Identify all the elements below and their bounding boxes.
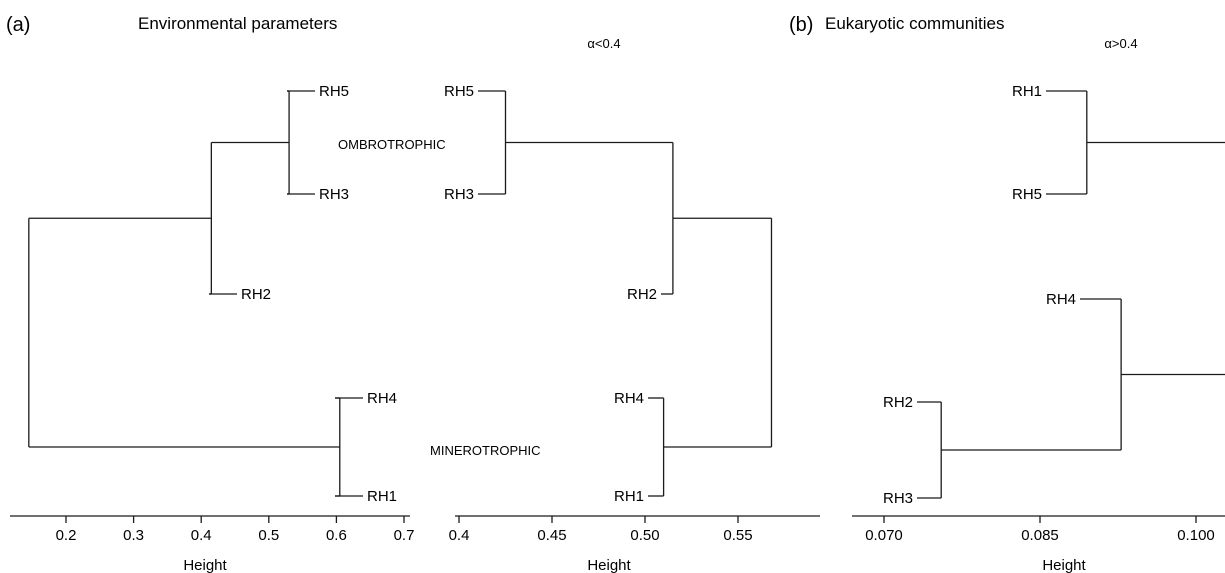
dendrogram-environmental: (a) Environmental parameters 0.2 0.3 0.4 0.5 0…	[6, 14, 414, 573]
x-axis-label: Height	[183, 557, 227, 573]
panel-label: (b)	[789, 14, 813, 36]
x-axis-label: Height	[587, 557, 631, 573]
leaf-label: RH2	[883, 394, 913, 411]
leaf-label: RH2	[627, 286, 657, 303]
leaf-label: RH4	[367, 390, 397, 407]
x-tick-label: 0.4	[449, 527, 470, 544]
x-axis-label: Height	[1042, 557, 1086, 573]
chart-title: Environmental parameters	[138, 14, 337, 33]
leaf-label: RH3	[444, 186, 474, 203]
x-tick-label: 0.100	[1177, 527, 1215, 544]
x-tick-label: 0.55	[723, 527, 752, 544]
x-tick-label: 0.2	[56, 527, 77, 544]
dendrogram-eukaryotic: (b) Eukaryotic communities α>0.4 0.070 0.085…	[789, 14, 1225, 573]
x-tick-label: 0.7	[394, 527, 415, 544]
panel-label: (a)	[6, 14, 30, 36]
x-tick-label: 0.50	[630, 527, 659, 544]
x-tick-label: 0.085	[1021, 527, 1059, 544]
dendrogram-environmental-alpha: α<0.4 0.4 0.45 0.50 0.55 Height RH5 RH3 RH2 RH4 RH…	[444, 36, 820, 573]
group-label-ombrotrophic: OMBROTROPHIC	[338, 137, 446, 152]
leaf-label: RH1	[614, 488, 644, 505]
leaf-label: RH4	[1046, 291, 1076, 308]
leaf-label: RH5	[319, 83, 349, 100]
x-tick-label: 0.45	[537, 527, 566, 544]
chart-subtitle: α>0.4	[1104, 36, 1137, 51]
leaf-label: RH1	[1012, 83, 1042, 100]
chart-title: Eukaryotic communities	[825, 14, 1005, 33]
x-tick-label: 0.4	[191, 527, 212, 544]
leaf-label: RH4	[614, 390, 644, 407]
leaf-label: RH1	[367, 488, 397, 505]
x-tick-label: 0.3	[123, 527, 144, 544]
x-tick-label: 0.070	[865, 527, 903, 544]
leaf-label: RH2	[241, 286, 271, 303]
leaf-label: RH3	[883, 490, 913, 507]
leaf-label: RH3	[319, 186, 349, 203]
leaf-label: RH5	[444, 83, 474, 100]
leaf-label: RH5	[1012, 186, 1042, 203]
x-tick-label: 0.5	[258, 527, 279, 544]
group-label-minerotrophic: MINEROTROPHIC	[430, 443, 541, 458]
chart-subtitle: α<0.4	[587, 36, 620, 51]
x-tick-label: 0.6	[326, 527, 347, 544]
